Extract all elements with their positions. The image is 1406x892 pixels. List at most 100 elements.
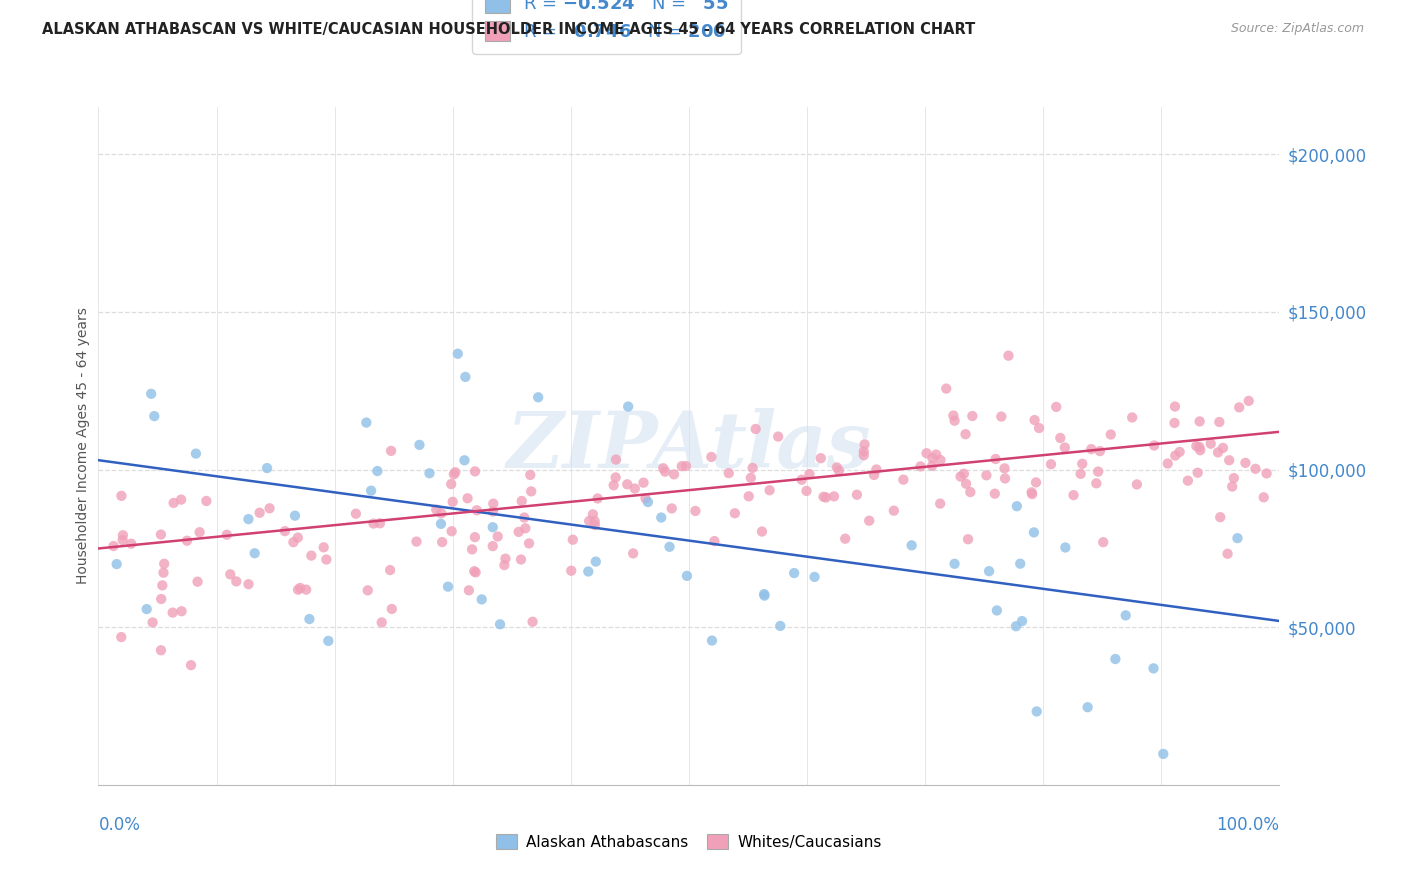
Point (796, 483, 818, 498)
Point (457, 583, 479, 598)
Point (259, 501, 281, 516)
Point (1188, 440, 1211, 454)
Point (1216, 547, 1239, 561)
Point (984, 452, 1007, 467)
Point (959, 485, 981, 500)
Point (464, 464, 486, 478)
Point (527, 390, 550, 404)
Point (865, 462, 887, 476)
Point (583, 518, 606, 533)
Point (184, 447, 207, 461)
Point (110, 630, 132, 644)
Point (453, 453, 475, 467)
Point (150, 578, 173, 592)
Point (287, 531, 309, 545)
Point (513, 510, 536, 524)
Point (520, 484, 543, 499)
Point (284, 508, 307, 523)
Point (662, 467, 685, 482)
Point (617, 400, 640, 414)
Point (1054, 541, 1077, 555)
Point (766, 429, 789, 443)
Point (929, 453, 952, 467)
Point (225, 574, 247, 589)
Point (900, 538, 922, 552)
Point (956, 533, 979, 547)
Point (823, 489, 845, 503)
Point (1244, 462, 1267, 476)
Point (510, 552, 533, 566)
Point (1077, 700, 1099, 714)
Point (1220, 479, 1243, 493)
Point (287, 582, 309, 597)
Point (471, 592, 494, 607)
Point (616, 477, 638, 491)
Point (769, 619, 792, 633)
Point (111, 528, 134, 542)
Point (637, 495, 659, 509)
Point (925, 448, 948, 462)
Point (1142, 661, 1164, 675)
Point (605, 470, 627, 484)
Point (1011, 614, 1033, 628)
Point (1053, 441, 1076, 455)
Point (219, 567, 242, 582)
Point (1208, 415, 1230, 429)
Point (1025, 475, 1047, 490)
Point (494, 558, 516, 573)
Point (658, 540, 681, 554)
Point (440, 477, 463, 491)
Point (910, 459, 932, 474)
Point (508, 524, 530, 539)
Point (953, 467, 976, 481)
Point (444, 465, 467, 479)
Point (852, 444, 875, 458)
Point (1209, 510, 1232, 524)
Point (430, 516, 453, 531)
Point (522, 615, 544, 629)
Point (1005, 619, 1028, 633)
Point (1024, 413, 1046, 427)
Point (942, 409, 965, 423)
Point (515, 521, 537, 535)
Point (675, 458, 697, 473)
Point (256, 461, 278, 475)
Point (1185, 439, 1208, 453)
Point (560, 564, 582, 578)
Point (1164, 400, 1187, 414)
Point (1070, 467, 1092, 481)
Point (249, 506, 271, 520)
Point (408, 438, 430, 452)
Point (803, 570, 825, 584)
Point (1022, 525, 1045, 540)
Point (437, 580, 460, 594)
Point (357, 583, 380, 598)
Point (111, 533, 134, 547)
Point (162, 496, 184, 510)
Point (215, 527, 238, 541)
Point (700, 633, 723, 648)
Point (858, 514, 880, 528)
Point (366, 464, 388, 478)
Point (586, 491, 609, 506)
Point (825, 460, 848, 475)
Point (1104, 652, 1126, 666)
Point (671, 459, 693, 474)
Point (744, 422, 766, 436)
Point (176, 533, 198, 548)
Point (141, 386, 163, 401)
Point (418, 467, 440, 481)
Point (921, 458, 943, 473)
Point (486, 529, 509, 543)
Point (430, 506, 453, 520)
Point (984, 486, 1007, 500)
Point (463, 564, 485, 578)
Point (605, 452, 627, 467)
Point (103, 539, 125, 553)
Point (318, 633, 340, 648)
Point (447, 347, 470, 361)
Point (443, 467, 465, 482)
Point (1085, 476, 1108, 491)
Point (283, 535, 305, 549)
Point (162, 606, 184, 620)
